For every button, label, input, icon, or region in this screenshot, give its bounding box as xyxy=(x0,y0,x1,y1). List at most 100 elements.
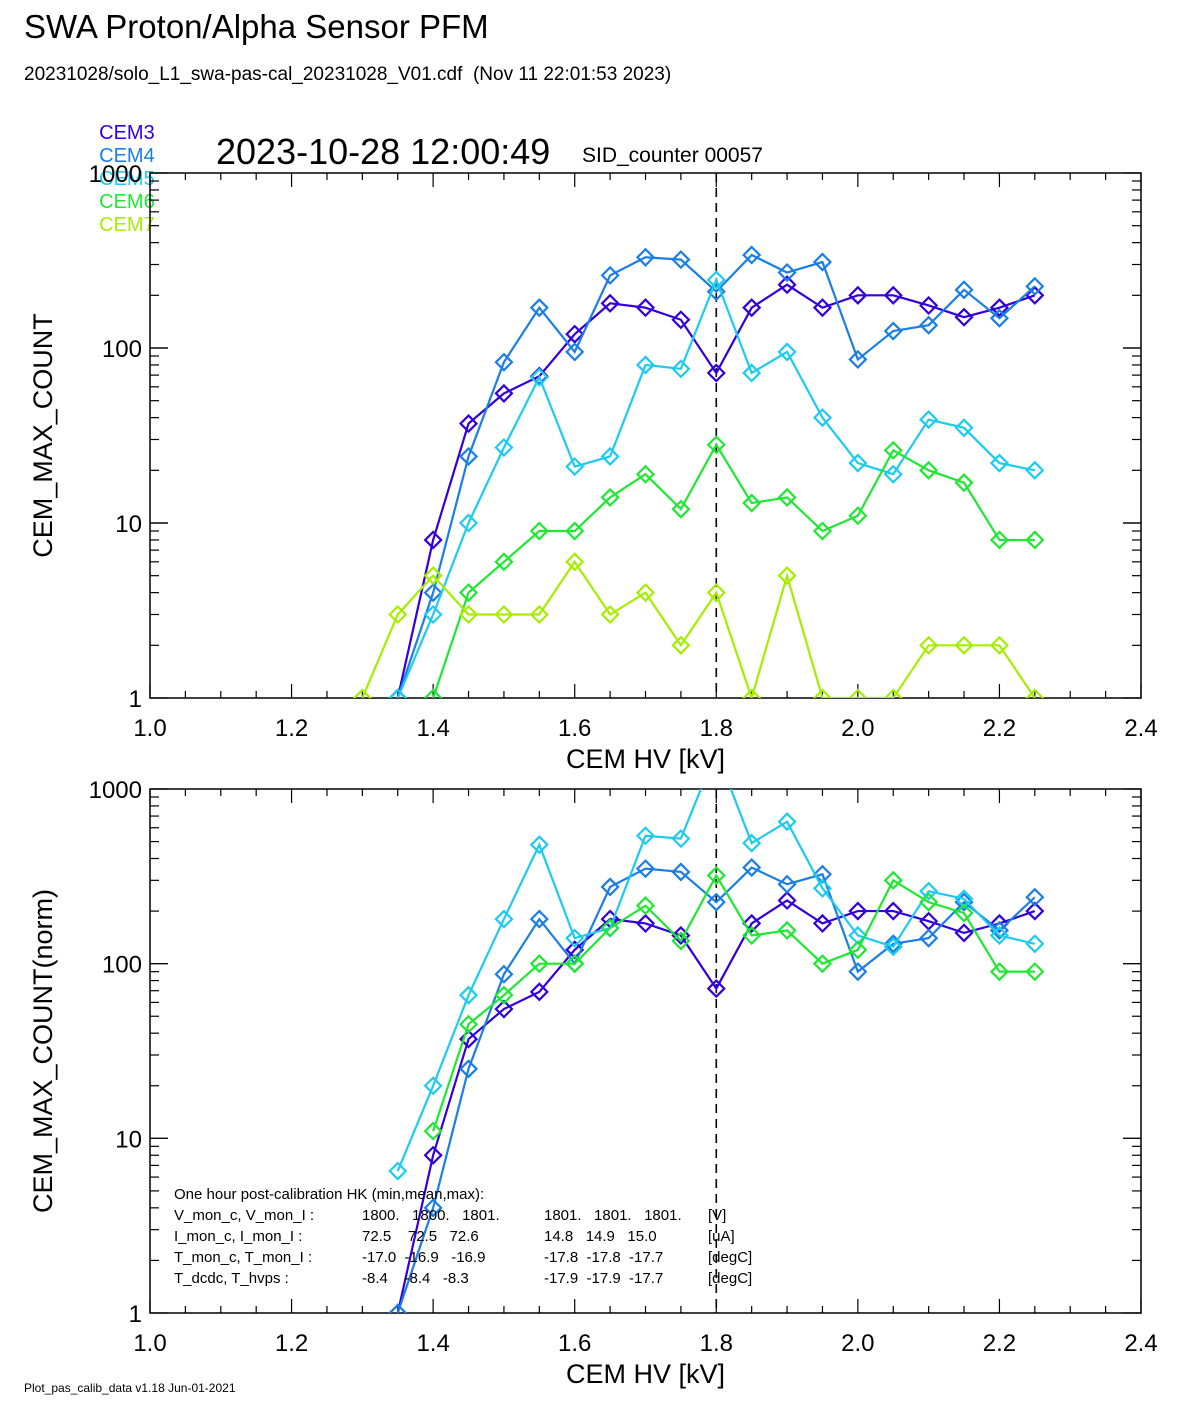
data-point-cem7 xyxy=(423,566,443,586)
data-point-cem4 xyxy=(671,250,691,270)
series-group xyxy=(352,245,1045,698)
data-point-cem6 xyxy=(423,688,443,698)
data-point-cem3 xyxy=(671,310,691,330)
chart-panel-2: 1.0 1.2 1.4 1.6 1.8 2.0 2.2 2.4 1 10 100 1000 CEM HV… xyxy=(28,777,1158,1389)
data-point-cem3 xyxy=(565,940,585,960)
series-line-cem6 xyxy=(432,873,1035,1132)
legend-entry-cem3: CEM3 xyxy=(99,122,155,144)
x-tick-label: 1.4 xyxy=(416,715,449,742)
data-point-cem5 xyxy=(777,342,797,362)
data-point-cem3 xyxy=(989,298,1009,318)
y-tick-label: 1000 xyxy=(89,777,142,804)
data-point-cem3 xyxy=(635,298,656,318)
hk-summary-box: One hour post-calibration HK (min,mean,m… xyxy=(174,1186,752,1287)
y-tick-label: 10 xyxy=(115,1126,142,1153)
data-point-cem6 xyxy=(565,521,585,541)
data-point-cem3 xyxy=(458,1029,479,1049)
data-point-cem5 xyxy=(989,925,1009,946)
plot-frame xyxy=(149,172,1142,699)
data-point-cem5 xyxy=(671,359,691,379)
data-point-cem5 xyxy=(919,410,939,430)
chart-panel-1: 1.0 1.2 1.4 1.6 1.8 2.0 2.2 2.4 1 10 100 1000 CEM HV… xyxy=(28,161,1158,774)
data-point-cem7 xyxy=(352,688,372,698)
data-point-cem6 xyxy=(600,487,620,507)
data-point-cem6 xyxy=(954,903,974,923)
data-point-cem3 xyxy=(494,383,514,403)
data-point-cem6 xyxy=(635,464,656,484)
x-tick-label: 1.6 xyxy=(558,1330,591,1357)
hk-row-values-b: 1801. 1801. 1801. xyxy=(544,1207,682,1224)
data-point-cem6 xyxy=(529,954,549,974)
data-point-cem5 xyxy=(954,889,974,909)
data-point-cem3 xyxy=(848,901,868,921)
hk-row-unit: [degC] xyxy=(708,1249,752,1266)
data-point-cem6 xyxy=(777,487,797,507)
hk-row-values-b: -17.8 -17.8 -17.7 xyxy=(544,1249,663,1266)
data-point-cem4 xyxy=(989,308,1009,328)
data-point-cem4 xyxy=(458,1059,479,1079)
y-axis-label: CEM_MAX_COUNT xyxy=(28,313,58,558)
data-point-cem4 xyxy=(671,862,691,882)
data-point-cem3 xyxy=(706,979,726,999)
data-point-cem4 xyxy=(742,858,762,878)
data-point-cem5 xyxy=(388,688,408,698)
data-point-cem6 xyxy=(1025,962,1045,982)
data-point-cem6 xyxy=(565,954,585,974)
data-point-cem7 xyxy=(954,635,974,655)
series-line-cem4 xyxy=(396,253,1036,698)
sid-counter: SID_counter 00057 xyxy=(582,144,763,167)
series-line-cem5 xyxy=(396,276,1036,698)
data-point-cem6 xyxy=(458,583,479,603)
x-tick-label: 2.4 xyxy=(1124,715,1157,742)
data-point-cem7 xyxy=(919,635,939,655)
data-point-cem6 xyxy=(883,440,903,460)
file-subtitle: 20231028/solo_L1_swa-pas-cal_20231028_V0… xyxy=(24,64,672,85)
data-point-cem5 xyxy=(565,457,585,477)
data-point-cem3 xyxy=(1025,285,1045,305)
data-point-cem4 xyxy=(989,920,1009,940)
data-point-cem3 xyxy=(565,324,585,344)
data-point-cem5 xyxy=(423,604,443,625)
data-point-cem4 xyxy=(423,583,443,603)
data-point-cem6 xyxy=(706,865,726,885)
legend: CEM3 CEM4 CEM5 CEM6 CEM7 xyxy=(88,99,169,237)
data-point-cem5 xyxy=(458,985,479,1005)
series-line-cem6 xyxy=(432,442,1035,698)
hk-row-values-a: -17.0 -16.9 -16.9 xyxy=(362,1249,485,1266)
legend-entry-cem6: CEM6 xyxy=(99,191,155,213)
data-point-cem6 xyxy=(671,499,691,519)
data-point-cem7 xyxy=(529,604,549,625)
x-tick-label: 2.0 xyxy=(841,715,874,742)
hk-row-values-a: 72.5 72.5 72.6 xyxy=(362,1228,479,1245)
data-point-cem7 xyxy=(388,604,408,625)
data-point-cem4 xyxy=(494,352,514,372)
data-point-cem4 xyxy=(848,349,868,370)
data-point-cem4 xyxy=(883,934,903,954)
x-tick-label: 1.8 xyxy=(700,715,733,742)
data-point-cem5 xyxy=(529,367,549,387)
data-point-cem7 xyxy=(812,688,833,698)
x-axis-label: CEM HV [kV] xyxy=(566,1359,725,1389)
data-point-cem4 xyxy=(742,245,762,265)
data-point-cem3 xyxy=(919,295,939,316)
y-tick-label: 1 xyxy=(129,1301,142,1328)
data-point-cem5 xyxy=(600,446,620,467)
data-point-cem5 xyxy=(706,270,726,290)
data-point-cem7 xyxy=(565,552,585,572)
data-point-cem5 xyxy=(423,1076,443,1096)
data-point-cem5 xyxy=(388,1161,408,1181)
data-point-cem6 xyxy=(919,460,939,480)
data-point-cem4 xyxy=(600,877,620,897)
data-point-cem6 xyxy=(812,954,833,974)
page-title: SWA Proton/Alpha Sensor PFM xyxy=(24,8,489,45)
data-point-cem5 xyxy=(883,937,903,957)
data-point-cem3 xyxy=(706,363,726,383)
series-line-cem4 xyxy=(396,866,1036,1313)
data-point-cem5 xyxy=(954,418,974,438)
data-point-cem3 xyxy=(883,285,903,305)
data-point-cem5 xyxy=(635,826,656,846)
data-point-cem6 xyxy=(494,985,514,1005)
data-point-cem3 xyxy=(423,1145,443,1165)
data-point-cem7 xyxy=(671,635,691,655)
data-point-cem5 xyxy=(919,881,939,901)
